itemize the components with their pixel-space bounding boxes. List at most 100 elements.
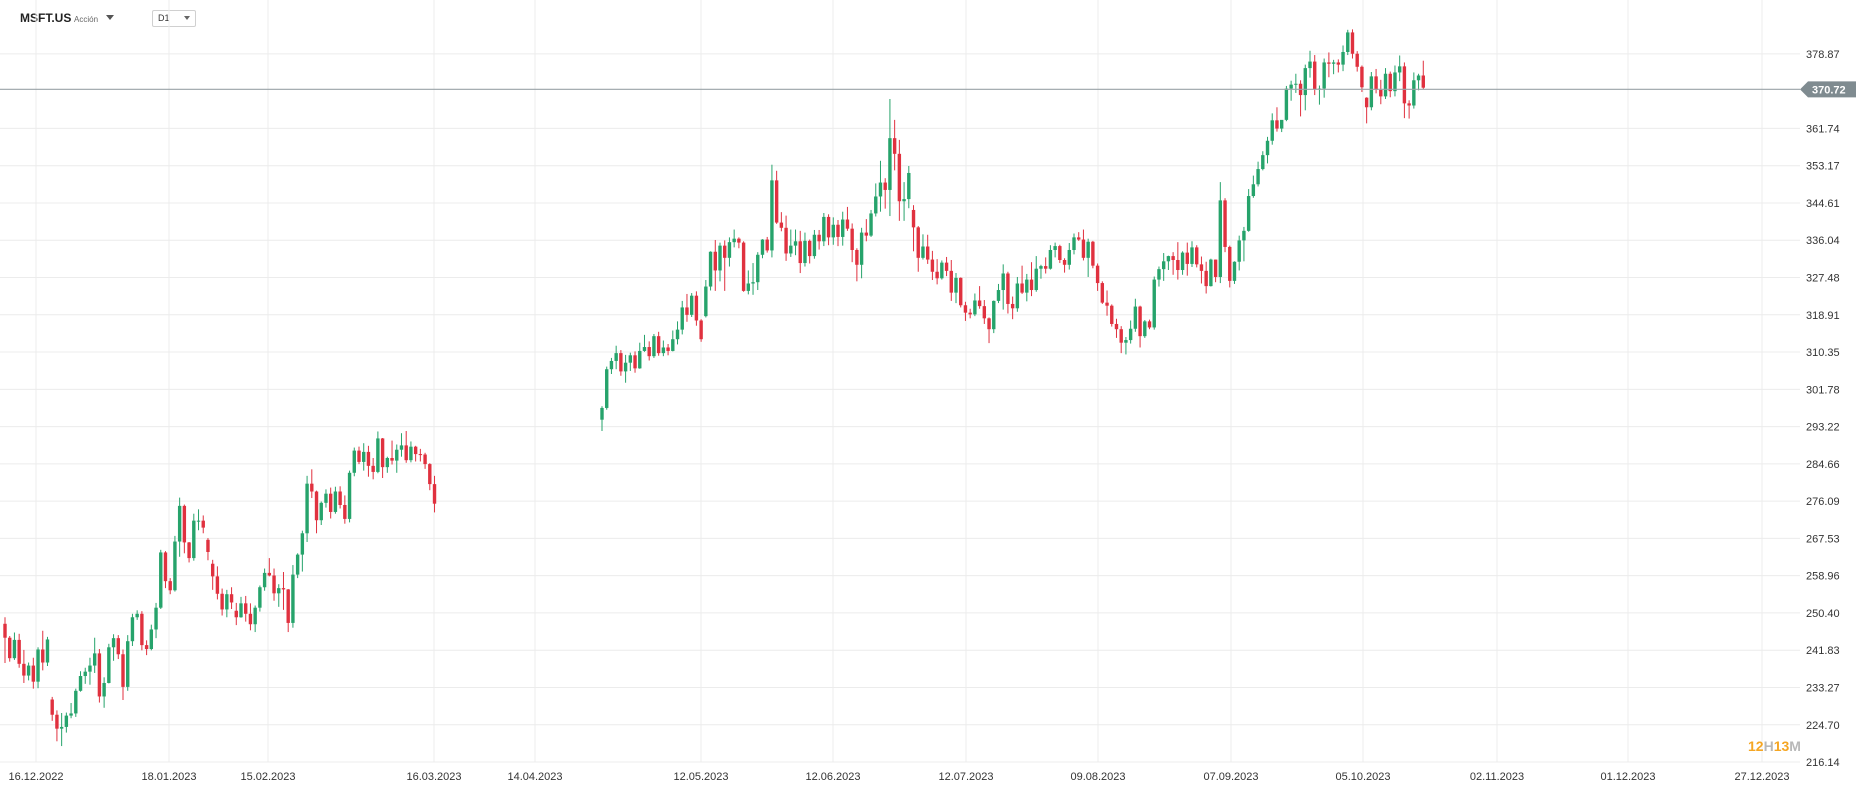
candle xyxy=(1010,296,1015,320)
candle xyxy=(376,431,380,474)
candle xyxy=(1251,175,1256,198)
candle-body xyxy=(140,613,144,646)
candle-body xyxy=(1015,283,1020,309)
symbol-dropdown-chevron-down-icon[interactable] xyxy=(106,15,114,20)
candle-body xyxy=(751,282,755,284)
candle xyxy=(1029,262,1034,297)
candle xyxy=(88,657,92,685)
candle-body xyxy=(1176,260,1180,271)
candle-body xyxy=(789,245,793,254)
candle xyxy=(723,240,727,291)
timeframe-select[interactable]: D1 xyxy=(152,10,196,27)
candle-body xyxy=(774,180,779,223)
candle xyxy=(845,206,850,231)
candle-body xyxy=(1086,241,1090,258)
candle-body xyxy=(239,603,243,618)
candle xyxy=(347,470,352,523)
candle xyxy=(286,588,290,633)
candle-body xyxy=(770,180,774,251)
candle xyxy=(746,270,751,295)
candle xyxy=(1322,58,1326,98)
candle-body xyxy=(314,491,319,521)
candle xyxy=(1223,198,1227,253)
candle-body xyxy=(1072,237,1076,250)
candle-body xyxy=(83,671,87,677)
candle xyxy=(177,497,182,557)
candle-body xyxy=(619,353,623,372)
candle xyxy=(1166,255,1171,271)
candle-body xyxy=(107,647,111,683)
candle-body xyxy=(144,645,149,650)
candle xyxy=(1388,71,1392,98)
candle-body xyxy=(1067,249,1071,265)
candle-body xyxy=(390,457,394,461)
price-tick-label: 344.61 xyxy=(1806,198,1840,210)
candle-body xyxy=(1138,306,1142,337)
candle xyxy=(102,677,106,708)
candle xyxy=(36,647,40,689)
candle xyxy=(366,445,371,477)
candle xyxy=(996,283,1001,304)
candle-body xyxy=(182,505,187,543)
candle xyxy=(973,293,977,317)
candle xyxy=(888,98,892,217)
candle-body xyxy=(1270,120,1274,141)
candle xyxy=(633,351,637,373)
candle xyxy=(1195,245,1199,268)
candle-body xyxy=(78,676,83,691)
candle-body xyxy=(1001,273,1005,291)
candle xyxy=(694,291,699,326)
candle-body xyxy=(765,239,769,251)
candle xyxy=(1350,29,1355,59)
candle-body xyxy=(102,682,106,697)
candle xyxy=(239,596,243,618)
candle xyxy=(1043,257,1048,274)
symbol-name[interactable]: MSFT.US xyxy=(20,11,72,25)
candle xyxy=(295,553,300,579)
candle-body xyxy=(1327,62,1331,64)
candle xyxy=(892,119,897,171)
candle-body xyxy=(902,199,906,202)
candle xyxy=(343,495,347,524)
candle xyxy=(371,457,375,480)
candle xyxy=(822,213,826,247)
candle xyxy=(121,649,125,700)
date-tick-label: 15.02.2023 xyxy=(240,771,295,783)
candle xyxy=(1034,256,1038,292)
candle xyxy=(413,445,418,462)
date-tick-label: 16.03.2023 xyxy=(406,771,461,783)
date-tick-label: 12.06.2023 xyxy=(805,771,860,783)
candle-body xyxy=(376,438,380,472)
candle-body xyxy=(1006,273,1010,304)
candle xyxy=(395,444,399,473)
candle xyxy=(718,242,722,282)
candle-body xyxy=(1048,249,1053,269)
candle xyxy=(1062,258,1067,273)
candle xyxy=(1294,73,1298,93)
date-tick-label: 18.01.2023 xyxy=(141,771,196,783)
candle xyxy=(314,490,319,534)
candle xyxy=(1190,241,1194,267)
candle-body xyxy=(704,286,708,317)
candle-body xyxy=(1010,303,1015,309)
candle xyxy=(1289,80,1293,101)
candle xyxy=(1176,242,1180,280)
candle xyxy=(1313,55,1317,96)
candle-body xyxy=(1251,184,1256,197)
candle xyxy=(135,610,139,620)
candle xyxy=(968,308,972,319)
candle xyxy=(187,541,191,563)
chart-toolbar: MSFT.US Acción D1 xyxy=(0,0,1866,36)
candle-body xyxy=(395,449,399,461)
candle xyxy=(1416,73,1421,91)
candle-body xyxy=(737,238,741,243)
candle-body xyxy=(605,369,609,408)
candle-body xyxy=(756,254,760,283)
candle xyxy=(652,333,656,358)
candle xyxy=(1232,261,1237,284)
candle-body xyxy=(940,262,944,279)
candle xyxy=(963,301,968,321)
candle xyxy=(182,504,187,554)
candle xyxy=(930,250,935,281)
